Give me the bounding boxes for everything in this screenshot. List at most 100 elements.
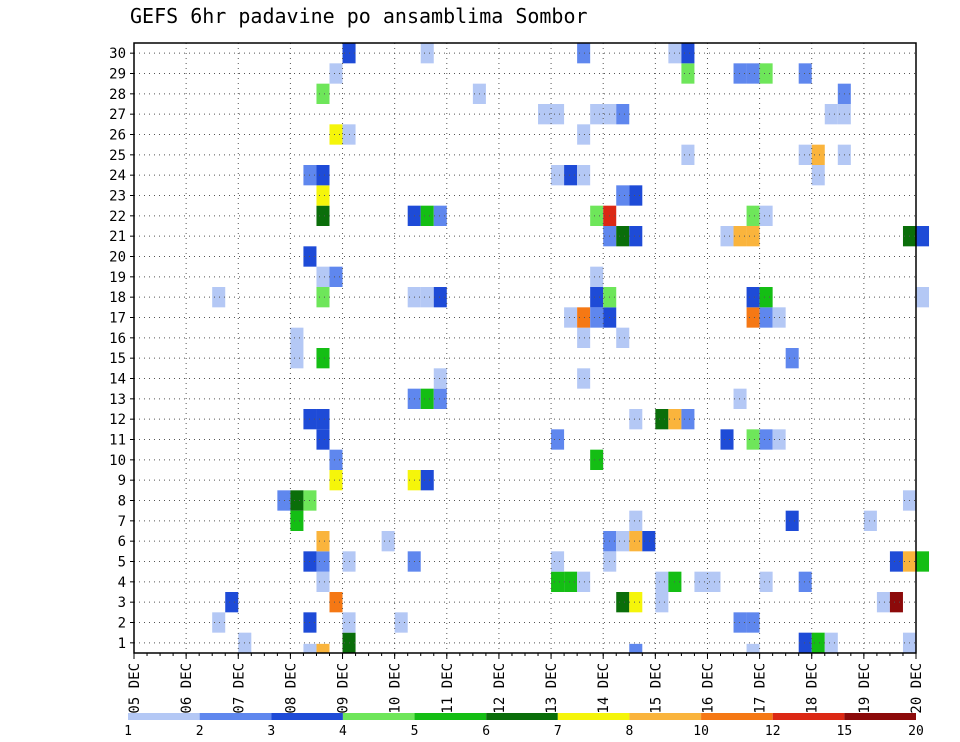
colorbar-label: 1 bbox=[124, 724, 132, 739]
heatmap-cell bbox=[577, 124, 591, 145]
x-tick-label: 19 DEC bbox=[857, 663, 873, 714]
heatmap-cell bbox=[590, 449, 604, 470]
heatmap-cell bbox=[564, 307, 578, 328]
y-tick-label: 5 bbox=[118, 555, 126, 571]
heatmap-cell bbox=[316, 571, 330, 592]
colorbar-label: 8 bbox=[626, 724, 634, 739]
heatmap-cell bbox=[733, 63, 747, 84]
x-tick-label: 05 DEC bbox=[127, 663, 143, 714]
y-tick-label: 21 bbox=[109, 229, 126, 245]
colorbar-segment bbox=[414, 713, 487, 720]
y-tick-label: 8 bbox=[118, 494, 126, 510]
y-tick-label: 9 bbox=[118, 473, 126, 489]
heatmap-cell bbox=[564, 165, 578, 186]
heatmap-cell bbox=[590, 104, 604, 125]
y-tick-label: 4 bbox=[118, 575, 126, 591]
heatmap-cell bbox=[798, 63, 812, 84]
heatmap-cell bbox=[759, 287, 773, 308]
y-tick-label: 19 bbox=[109, 270, 126, 286]
heatmap-cell bbox=[863, 510, 877, 531]
heatmap-cell bbox=[916, 287, 930, 308]
y-tick-label: 17 bbox=[109, 311, 126, 327]
heatmap-cell bbox=[681, 409, 695, 430]
y-tick-label: 10 bbox=[109, 453, 126, 469]
colorbar-label: 10 bbox=[693, 724, 709, 739]
heatmap-cell bbox=[551, 104, 565, 125]
heatmap-cell bbox=[329, 124, 343, 145]
colorbar-segment bbox=[701, 713, 773, 720]
heatmap-cell bbox=[329, 592, 343, 613]
heatmap-cell bbox=[746, 429, 760, 450]
colorbar-segment bbox=[199, 713, 272, 720]
y-tick-label: 24 bbox=[109, 168, 126, 184]
heatmap-cell bbox=[681, 144, 695, 165]
colorbar-label: 15 bbox=[837, 724, 853, 739]
x-tick-label: 10 DEC bbox=[388, 663, 404, 714]
colorbar-label: 6 bbox=[482, 724, 490, 739]
y-tick-label: 25 bbox=[109, 148, 126, 164]
heatmap-cell bbox=[433, 388, 447, 409]
y-tick-label: 14 bbox=[109, 372, 126, 388]
heatmap-cell bbox=[876, 592, 890, 613]
heatmap-cell bbox=[629, 409, 643, 430]
heatmap-cell bbox=[629, 226, 643, 247]
y-tick-label: 30 bbox=[109, 46, 126, 62]
heatmap-cell bbox=[798, 144, 812, 165]
heatmap-cell bbox=[551, 571, 565, 592]
heatmap-cell bbox=[759, 429, 773, 450]
chart-title: GEFS 6hr padavine po ansamblima Sombor bbox=[130, 4, 588, 28]
heatmap-cell bbox=[811, 632, 825, 653]
heatmap-cell bbox=[811, 144, 825, 165]
heatmap-cell bbox=[616, 327, 630, 348]
heatmap-cell bbox=[420, 388, 434, 409]
heatmap-cell bbox=[629, 592, 643, 613]
colorbar-label: 2 bbox=[196, 724, 204, 739]
heatmap-cell bbox=[746, 205, 760, 226]
colorbar-segment bbox=[772, 713, 845, 720]
heatmap-cell bbox=[759, 63, 773, 84]
x-tick-label: 16 DEC bbox=[700, 663, 716, 714]
heatmap-cell bbox=[746, 643, 760, 653]
heatmap-cell bbox=[824, 632, 838, 653]
heatmap-cell bbox=[746, 612, 760, 633]
heatmap-cell bbox=[316, 551, 330, 572]
heatmap-cell bbox=[381, 531, 395, 552]
heatmap-cell bbox=[916, 551, 930, 572]
x-tick-label: 17 DEC bbox=[753, 663, 769, 714]
x-tick-label: 11 DEC bbox=[440, 663, 456, 714]
heatmap-cell bbox=[316, 643, 330, 653]
heatmap-cell bbox=[316, 83, 330, 104]
y-tick-label: 3 bbox=[118, 595, 126, 611]
heatmap-cell bbox=[824, 104, 838, 125]
heatmap-cell bbox=[577, 327, 591, 348]
heatmap-cell bbox=[577, 571, 591, 592]
heatmap-cell bbox=[329, 470, 343, 491]
y-tick-label: 12 bbox=[109, 412, 126, 428]
heatmap-cell bbox=[746, 307, 760, 328]
y-tick-label: 13 bbox=[109, 392, 126, 408]
heatmap-cell bbox=[316, 348, 330, 369]
heatmap-cell bbox=[916, 226, 930, 247]
heatmap-cell bbox=[433, 287, 447, 308]
heatmap-cell bbox=[798, 571, 812, 592]
y-tick-label: 6 bbox=[118, 534, 126, 550]
heatmap-cell bbox=[681, 43, 695, 64]
heatmap-cell bbox=[212, 287, 226, 308]
x-tick-label: 18 DEC bbox=[805, 663, 821, 714]
x-tick-label: 20 DEC bbox=[909, 663, 925, 714]
y-tick-label: 23 bbox=[109, 189, 126, 205]
heatmap-cell bbox=[316, 185, 330, 206]
colorbar-segment bbox=[844, 713, 916, 720]
heatmap-cell bbox=[290, 327, 304, 348]
x-tick-label: 12 DEC bbox=[492, 663, 508, 714]
heatmap-cell bbox=[212, 612, 226, 633]
heatmap-cell bbox=[420, 287, 434, 308]
heatmap-cell bbox=[303, 643, 317, 653]
heatmap-cell bbox=[551, 429, 565, 450]
heatmap-cell bbox=[316, 429, 330, 450]
heatmap-cell bbox=[316, 165, 330, 186]
colorbar-label: 12 bbox=[765, 724, 781, 739]
heatmap-cell bbox=[655, 592, 669, 613]
y-tick-label: 11 bbox=[109, 433, 126, 449]
y-tick-label: 16 bbox=[109, 331, 126, 347]
